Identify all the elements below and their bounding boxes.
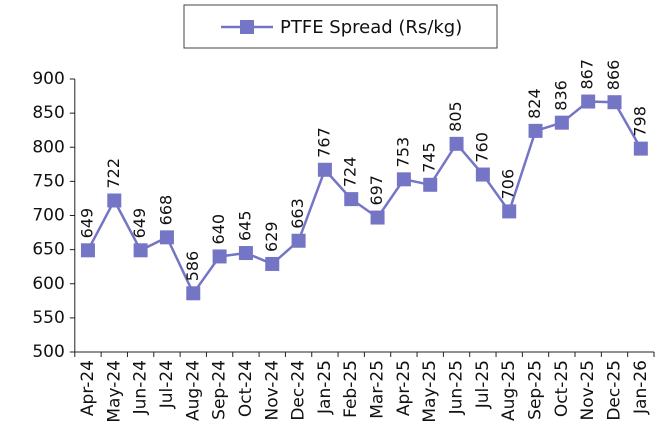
legend-marker bbox=[240, 20, 254, 34]
marker bbox=[107, 193, 122, 208]
x-tick-label: Jun-24 bbox=[131, 360, 151, 415]
y-tick-label: 900 bbox=[32, 69, 64, 89]
marker bbox=[291, 233, 306, 248]
marker bbox=[80, 243, 95, 258]
x-tick-label: Apr-24 bbox=[78, 360, 98, 416]
y-tick-label: 550 bbox=[32, 308, 64, 328]
y-tick-label: 500 bbox=[32, 342, 64, 362]
x-tick-label: Nov-24 bbox=[262, 360, 282, 421]
data-label: 724 bbox=[341, 157, 360, 188]
y-tick-label: 700 bbox=[32, 206, 64, 226]
x-tick-label: Jun-25 bbox=[447, 360, 467, 415]
marker bbox=[554, 115, 569, 130]
data-label: 663 bbox=[288, 198, 307, 229]
data-label: 767 bbox=[314, 127, 333, 158]
data-label: 640 bbox=[209, 214, 228, 245]
marker bbox=[159, 230, 174, 245]
data-label: 706 bbox=[499, 169, 518, 200]
x-tick-label: Feb-25 bbox=[341, 360, 361, 418]
x-tick-label: Oct-24 bbox=[236, 360, 256, 417]
x-tick-label: Sep-25 bbox=[526, 360, 546, 420]
marker bbox=[502, 204, 517, 219]
x-tick-label: Aug-25 bbox=[499, 360, 519, 421]
data-label: 805 bbox=[446, 101, 465, 132]
data-label: 866 bbox=[604, 60, 623, 91]
data-label: 760 bbox=[472, 132, 491, 163]
data-label: 629 bbox=[262, 221, 281, 252]
marker bbox=[317, 162, 332, 177]
x-tick-label: Jul-25 bbox=[473, 360, 493, 409]
x-tick-label: May-25 bbox=[420, 360, 440, 423]
data-label: 645 bbox=[235, 210, 254, 241]
data-label: 836 bbox=[551, 80, 570, 111]
data-label: 697 bbox=[367, 175, 386, 206]
y-tick-label: 650 bbox=[32, 240, 64, 260]
marker bbox=[528, 123, 543, 138]
y-tick-label: 850 bbox=[32, 103, 64, 123]
x-tick-label: Jul-24 bbox=[157, 360, 177, 409]
marker bbox=[475, 167, 490, 182]
x-tick-label: Apr-25 bbox=[394, 360, 414, 416]
y-tick-label: 800 bbox=[32, 137, 64, 157]
marker bbox=[238, 246, 253, 261]
marker bbox=[133, 243, 148, 258]
x-tick-label: Dec-24 bbox=[289, 360, 309, 421]
x-tick-label: Jan-26 bbox=[631, 360, 651, 415]
marker bbox=[186, 286, 201, 301]
marker bbox=[396, 172, 411, 187]
data-label: 753 bbox=[393, 137, 412, 168]
x-tick-label: Oct-25 bbox=[552, 360, 572, 417]
y-tick-label: 600 bbox=[32, 274, 64, 294]
data-label: 722 bbox=[104, 158, 123, 189]
series-line bbox=[86, 100, 642, 296]
x-tick-label: Sep-24 bbox=[210, 360, 230, 420]
marker bbox=[212, 249, 227, 264]
data-label: 824 bbox=[525, 88, 544, 119]
y-tick-label: 750 bbox=[32, 171, 64, 191]
x-tick-label: Nov-25 bbox=[578, 360, 598, 421]
data-label: 867 bbox=[578, 59, 597, 90]
data-label: 745 bbox=[420, 142, 439, 173]
x-tick-label: Dec-25 bbox=[605, 360, 625, 421]
x-tick-label: Jan-25 bbox=[315, 360, 335, 415]
x-tick-label: Mar-25 bbox=[368, 360, 388, 419]
x-tick-label: Aug-24 bbox=[183, 360, 203, 421]
marker bbox=[607, 95, 622, 110]
marker bbox=[344, 192, 359, 207]
x-tick-label: May-24 bbox=[104, 360, 124, 423]
marker bbox=[449, 136, 464, 151]
marker bbox=[423, 177, 438, 192]
legend-label: PTFE Spread (Rs/kg) bbox=[280, 17, 462, 38]
marker bbox=[633, 141, 648, 156]
marker bbox=[370, 210, 385, 225]
data-label: 649 bbox=[130, 208, 149, 239]
data-label: 649 bbox=[77, 208, 96, 239]
marker bbox=[581, 94, 596, 109]
data-label: 798 bbox=[630, 106, 649, 137]
data-label: 586 bbox=[183, 251, 202, 282]
data-label: 668 bbox=[156, 195, 175, 226]
marker bbox=[265, 256, 280, 271]
